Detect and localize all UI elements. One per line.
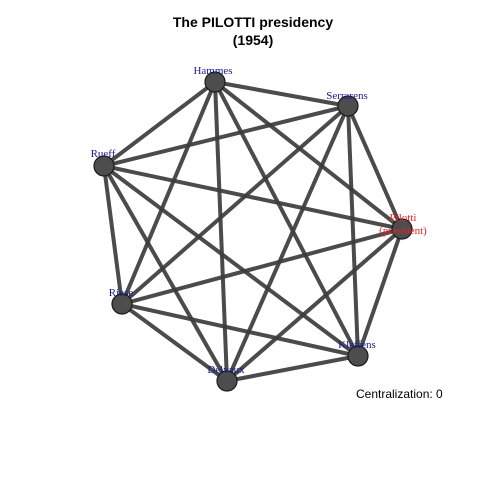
node-label-rueff: Rueff — [91, 148, 116, 160]
node-label-line: Delvaux — [207, 364, 245, 376]
diagram-subtitle: (1954) — [233, 32, 273, 48]
edge-kleffens-delvaux — [227, 356, 358, 381]
diagram-title: The PILOTTI presidency — [173, 14, 333, 30]
edge-hammes-delvaux — [215, 82, 227, 381]
edge-serrarens-pilotti — [348, 106, 402, 229]
node-label-kleffens: Kleffens — [338, 339, 376, 351]
node-label-line: Hammes — [193, 65, 232, 77]
node-label-hammes: Hammes — [193, 65, 232, 77]
node-label-line: Serrarens — [326, 90, 368, 102]
node-label-line: Riese — [109, 287, 134, 299]
node-label-line: Rueff — [91, 148, 116, 160]
labels-layer: Hammes Serrarens Rueff Pilotti (president) Ri… — [91, 65, 428, 376]
edge-serrarens-kleffens — [348, 106, 358, 356]
node-label-delvaux: Delvaux — [207, 364, 245, 376]
node-label-line: (president) — [379, 225, 427, 237]
centralization-label: Centralization: 0 — [356, 387, 443, 401]
edge-hammes-pilotti — [215, 82, 402, 229]
node-label-serrarens: Serrarens — [326, 90, 368, 102]
node-label-riese: Riese — [109, 287, 134, 299]
node-label-line: Kleffens — [338, 339, 376, 351]
edges-layer — [104, 82, 402, 381]
edge-rueff-riese — [104, 166, 122, 304]
node-label-line: Pilotti — [390, 212, 417, 224]
